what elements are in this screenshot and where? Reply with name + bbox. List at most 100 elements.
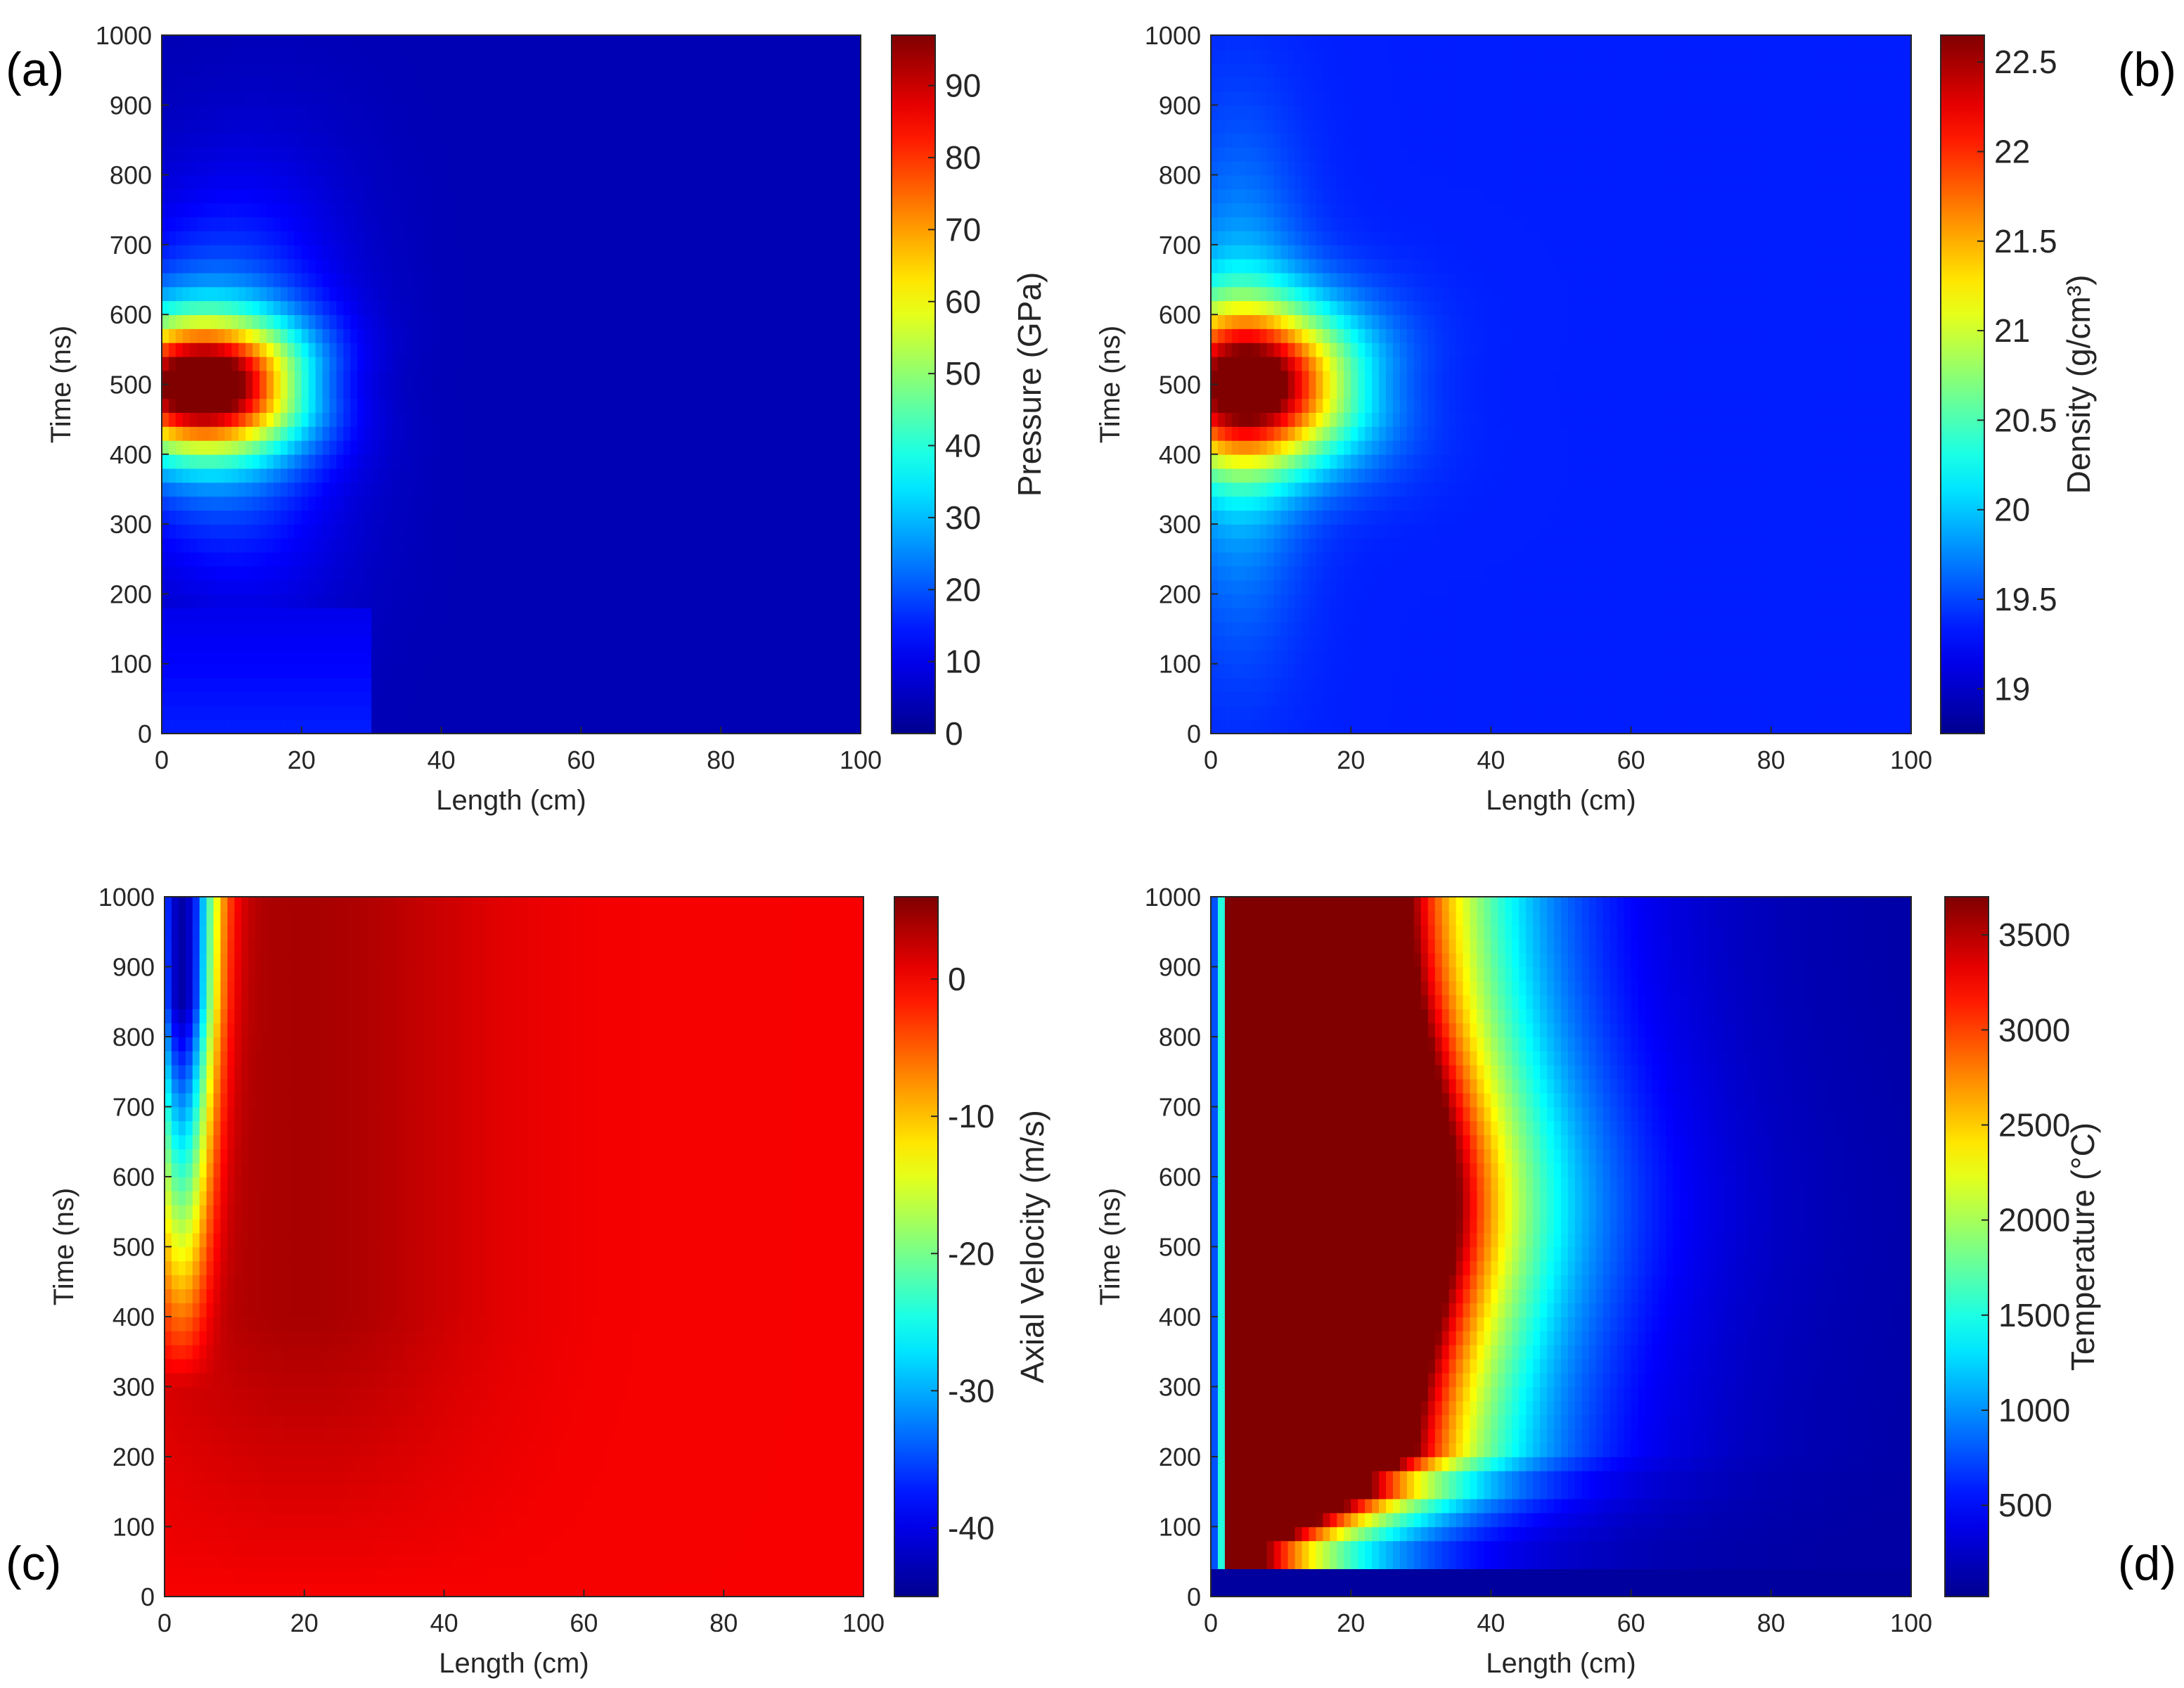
- heatmap-cell: [657, 300, 666, 315]
- heatmap-cell: [560, 677, 568, 693]
- heatmap-cell: [448, 426, 456, 441]
- heatmap-cell: [385, 300, 393, 315]
- heatmap-cell: [650, 412, 659, 427]
- heatmap-cell: [574, 622, 582, 637]
- heatmap-cell: [546, 691, 554, 707]
- heatmap-cell: [567, 720, 575, 734]
- heatmap-cell: [650, 524, 659, 539]
- heatmap-cell: [182, 496, 191, 511]
- heatmap-cell: [804, 580, 813, 595]
- heatmap-cell: [686, 608, 694, 622]
- heatmap-cell: [686, 398, 694, 414]
- heatmap-cell: [266, 510, 274, 525]
- heatmap-cell: [162, 663, 169, 679]
- heatmap-cell: [287, 356, 295, 371]
- heatmap-cell: [294, 691, 302, 707]
- heatmap-cell: [210, 35, 219, 50]
- heatmap-cell: [693, 217, 701, 231]
- heatmap-cell: [700, 119, 708, 134]
- heatmap-cell: [301, 328, 309, 343]
- heatmap-cell: [546, 217, 554, 231]
- heatmap-cell: [378, 300, 386, 315]
- heatmap-cell: [560, 594, 568, 609]
- heatmap-cell: [735, 244, 743, 260]
- heatmap-cell: [301, 203, 309, 217]
- heatmap-cell: [826, 300, 834, 315]
- heatmap-cell: [629, 496, 638, 511]
- heatmap-cell: [588, 551, 596, 567]
- heatmap-cell: [259, 105, 267, 120]
- heatmap-cell: [210, 370, 219, 385]
- heatmap-cell: [385, 608, 393, 622]
- heatmap-cell: [609, 286, 617, 302]
- heatmap-cell: [427, 35, 435, 50]
- heatmap-cell: [259, 328, 267, 343]
- heatmap-cell: [811, 300, 820, 315]
- heatmap-cell: [399, 551, 407, 567]
- heatmap-cell: [378, 454, 386, 469]
- heatmap-cell: [392, 720, 400, 734]
- heatmap-cell: [322, 258, 330, 274]
- heatmap-cell: [574, 705, 582, 720]
- heatmap-cell: [308, 635, 316, 651]
- heatmap-cell: [483, 691, 491, 707]
- heatmap-cell: [413, 482, 421, 497]
- heatmap-cell: [714, 35, 721, 50]
- heatmap-cell: [833, 440, 840, 455]
- heatmap-cell: [511, 300, 519, 315]
- heatmap-cell: [762, 635, 771, 651]
- heatmap-cell: [497, 677, 505, 693]
- heatmap-cell: [350, 551, 359, 567]
- heatmap-cell: [483, 356, 491, 371]
- heatmap-cell: [833, 537, 840, 553]
- heatmap-cell: [818, 77, 827, 92]
- heatmap-cell: [210, 720, 219, 734]
- heatmap-cell: [162, 580, 169, 595]
- heatmap-cell: [343, 300, 352, 315]
- heatmap-cell: [811, 231, 820, 245]
- heatmap-cell: [629, 328, 638, 343]
- heatmap-cell: [679, 231, 687, 245]
- heatmap-cell: [657, 426, 666, 441]
- heatmap-cell: [231, 551, 240, 567]
- heatmap-cell: [664, 677, 673, 693]
- heatmap-cell: [371, 663, 379, 679]
- heatmap-cell: [790, 482, 799, 497]
- heatmap-cell: [308, 524, 316, 539]
- heatmap-cell: [854, 649, 861, 665]
- heatmap-cell: [636, 705, 645, 720]
- heatmap-cell: [343, 370, 352, 385]
- heatmap-cell: [525, 174, 533, 190]
- heatmap-cell: [602, 174, 610, 190]
- heatmap-cell: [420, 174, 428, 190]
- heatmap-cell: [455, 174, 463, 190]
- heatmap-cell: [378, 691, 386, 707]
- heatmap-cell: [350, 691, 359, 707]
- heatmap-cell: [217, 565, 226, 581]
- heatmap-cell: [707, 146, 715, 162]
- heatmap-cell: [553, 649, 561, 665]
- heatmap-cell: [462, 468, 470, 483]
- heatmap-cell: [686, 160, 694, 176]
- heatmap-cell: [602, 510, 610, 525]
- heatmap-cell: [650, 635, 659, 651]
- heatmap-cell: [679, 454, 687, 469]
- heatmap-cell: [301, 370, 309, 385]
- heatmap-cell: [664, 258, 673, 274]
- heatmap-cell: [636, 565, 645, 581]
- heatmap-cell: [609, 63, 617, 78]
- heatmap-cell: [406, 608, 414, 622]
- heatmap-cell: [266, 342, 274, 357]
- heatmap-cell: [210, 398, 219, 414]
- heatmap-cell: [686, 426, 694, 441]
- heatmap-cell: [532, 133, 540, 148]
- heatmap-cell: [217, 77, 226, 92]
- heatmap-cell: [790, 342, 799, 357]
- heatmap-cell: [371, 314, 379, 329]
- heatmap-cell: [804, 356, 813, 371]
- heatmap-cell: [336, 496, 345, 511]
- heatmap-cell: [672, 63, 680, 78]
- heatmap-cell: [797, 565, 806, 581]
- heatmap-cell: [735, 454, 743, 469]
- heatmap-cell: [511, 551, 519, 567]
